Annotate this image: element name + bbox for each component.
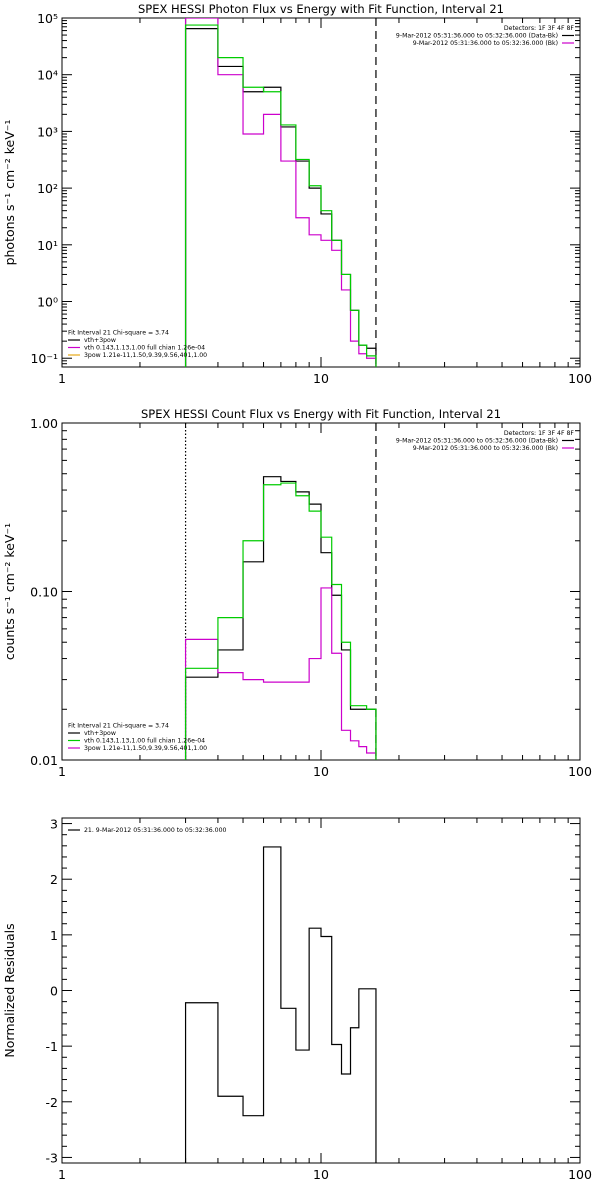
detectors-label: Detectors: 1F 3F 4F 8F [504,430,575,437]
panel-2: SPEX HESSI Count Flux vs Energy with Fit… [2,407,592,779]
legend-item-label: 21. 9-Mar-2012 05:31:36.000 to 05:32:36.… [84,827,227,834]
y-tick-label: 0.10 [30,585,58,600]
legend-item-label: vth+3pow [84,730,116,737]
x-axis-ticks [61,818,569,1163]
y-axis-ticks [62,823,580,1158]
series-1-line [184,28,377,367]
series-1-line [184,476,377,760]
y-axis-label: Normalized Residuals [2,923,17,1057]
interval-note: 9-Mar-2012 05:31:36.000 to 05:32:36.000 … [396,438,558,445]
y-tick-label: 10⁵ [37,11,58,26]
y-tick-label: 10⁻¹ [30,351,58,366]
x-tick-label: 10 [313,1167,329,1182]
detectors-label: Detectors: 1F 3F 4F 8F [504,25,575,32]
y-axis-ticks [62,422,580,761]
y-tick-label: 10¹ [37,238,58,253]
x-tick-label: 10 [313,371,329,386]
y-tick-label: 10⁴ [37,68,58,83]
y-tick-label: -3 [46,1150,58,1165]
x-axis-ticks [61,423,569,760]
legend: Fit Interval 21 Chi-square = 3.74vth+3po… [68,330,207,359]
y-tick-label: 10⁰ [37,295,58,310]
series-3-line [184,482,377,760]
legend-item-label: 3pow 1.21e-11,1.50,9.39,9.56,401,1.00 [84,745,207,752]
detector-notes: Detectors: 1F 3F 4F 8F9-Mar-2012 05:31:3… [396,25,575,47]
legend-header: Fit Interval 21 Chi-square = 3.74 [68,330,169,337]
interval-note: 9-Mar-2012 05:31:36.000 to 05:32:36.000 … [396,33,558,40]
chart-title: SPEX HESSI Photon Flux vs Energy with Fi… [138,2,504,16]
y-axis-label: photons s⁻¹ cm⁻² keV⁻¹ [2,120,17,266]
x-tick-label: 100 [568,1167,592,1182]
legend: 21. 9-Mar-2012 05:31:36.000 to 05:32:36.… [68,827,227,834]
series-1-line [184,846,377,1163]
panel-1: SPEX HESSI Photon Flux vs Energy with Fi… [2,2,592,386]
y-tick-label: 1 [50,928,58,943]
y-tick-label: 0.01 [30,753,58,768]
legend: Fit Interval 21 Chi-square = 3.74vth+3po… [68,723,207,752]
panel-3: 1 10 100 -3 -2 -1 0 1 2 3 Normalized Residuals 21. … [2,817,592,1182]
plot-frame [61,817,581,1164]
y-tick-label: -1 [46,1039,58,1054]
series-2-line [184,18,377,367]
legend-header: Fit Interval 21 Chi-square = 3.74 [68,723,169,730]
y-tick-label: 2 [50,872,58,887]
y-tick-label: 1.00 [30,416,58,431]
detector-notes: Detectors: 1F 3F 4F 8F9-Mar-2012 05:31:3… [396,430,575,452]
interval-note: 9-Mar-2012 05:31:36.000 to 05:32:36.000 … [413,445,558,452]
interval-note: 9-Mar-2012 05:31:36.000 to 05:32:36.000 … [413,40,558,47]
y-axis-label: counts s⁻¹ cm⁻² keV⁻¹ [2,523,17,660]
y-tick-label: 10³ [37,124,58,139]
legend-item-label: vth 0.143,1.13,1.00 full chian 1.26e-04 [84,738,205,745]
y-tick-label: 0 [50,984,58,999]
legend-item-label: vth 0.143,1.13,1.00 full chian 1.26e-04 [84,345,205,352]
x-axis-ticks [61,18,569,367]
y-tick-label: 10² [37,181,58,196]
chart-title: SPEX HESSI Count Flux vs Energy with Fit… [141,407,501,421]
y-tick-label: -2 [46,1095,58,1110]
y-tick-label: 3 [50,817,58,832]
legend-item-label: vth+3pow [84,337,116,344]
x-tick-label: 1 [58,764,66,779]
legend-item-label: 3pow 1.21e-11,1.50,9.39,9.56,401,1.00 [84,352,207,359]
x-tick-label: 1 [58,1167,66,1182]
x-tick-label: 10 [313,764,329,779]
series-2-line [184,587,377,760]
x-tick-label: 1 [58,371,66,386]
x-tick-label: 100 [568,764,592,779]
series-3-line [184,24,377,367]
y-axis-ticks [62,17,580,368]
x-tick-label: 100 [568,371,592,386]
